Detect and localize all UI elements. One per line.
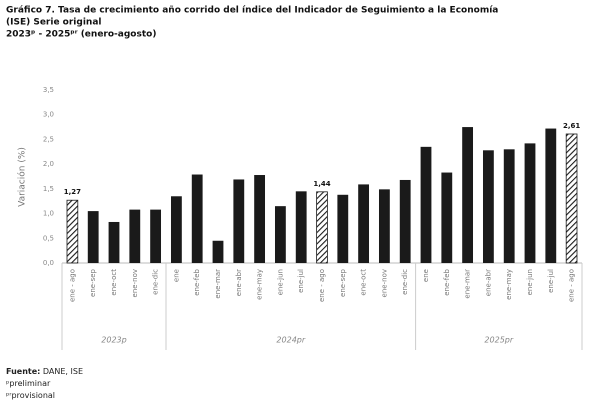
source-text: DANE, ISE xyxy=(42,367,83,376)
x-tick-label: ene-mar xyxy=(464,269,472,299)
bar xyxy=(358,184,370,263)
x-tick-label: ene-jun xyxy=(276,269,284,295)
bar xyxy=(316,191,328,264)
value-label: 1,44 xyxy=(313,180,330,188)
bar xyxy=(565,133,578,264)
bar xyxy=(170,196,182,263)
x-tick-label: ene-feb xyxy=(193,268,201,295)
group-label: 2023p xyxy=(101,336,126,345)
x-tick-label: ene-jun xyxy=(526,269,534,295)
value-label: 2,61 xyxy=(563,122,580,130)
x-tick-label: ene-sep xyxy=(339,268,347,297)
note: ᵖʳprovisional xyxy=(6,391,56,400)
bar xyxy=(150,209,162,263)
y-tick-label: 3,5 xyxy=(43,86,54,94)
x-tick-label: ene - ago xyxy=(568,269,576,302)
x-tick-label: ene-mar xyxy=(214,269,222,299)
bar xyxy=(212,240,224,263)
group-label: 2024pr xyxy=(276,336,305,345)
bar xyxy=(274,206,286,263)
bar xyxy=(254,175,266,263)
y-tick-label: 2,5 xyxy=(43,135,54,143)
y-tick-label: 1,5 xyxy=(43,185,54,193)
y-tick-label: 0,5 xyxy=(43,234,54,242)
chart-title: Gráfico 7. Tasa de crecimiento año corri… xyxy=(6,6,498,16)
bar xyxy=(482,150,494,263)
bar xyxy=(524,143,536,263)
bar xyxy=(295,191,307,263)
y-tick-label: 0,0 xyxy=(43,259,54,267)
x-tick-label: ene-feb xyxy=(443,268,451,295)
note: ᵖpreliminar xyxy=(6,379,51,388)
x-tick-label: ene xyxy=(422,269,430,282)
bar xyxy=(66,199,79,264)
x-tick-label: ene - ago xyxy=(68,269,76,302)
bar xyxy=(233,179,245,263)
bar xyxy=(420,146,432,263)
x-tick-label: ene-jul xyxy=(297,269,305,293)
x-tick-label: ene-abr xyxy=(235,269,243,296)
y-tick-label: 2,0 xyxy=(43,160,54,168)
x-tick-label: ene xyxy=(172,269,180,282)
bar xyxy=(108,221,120,263)
y-tick-label: 3,0 xyxy=(43,111,54,119)
bar xyxy=(337,194,349,263)
x-tick-label: ene-jul xyxy=(547,269,555,293)
x-tick-label: ene-sep xyxy=(89,268,97,297)
bar xyxy=(191,174,203,263)
y-tick-label: 1,0 xyxy=(43,210,54,218)
source: Fuente: DANE, ISE xyxy=(6,366,83,377)
bar xyxy=(503,149,515,263)
source-label: Fuente: xyxy=(6,367,41,376)
group-label: 2025pr xyxy=(484,336,513,345)
x-tick-label: ene-nov xyxy=(131,269,139,297)
x-tick-label: ene - ago xyxy=(318,269,326,302)
bar xyxy=(441,172,453,263)
chart-subtitle: 2023ᵖ - 2025ᵖʳ (enero-agosto) xyxy=(6,30,156,40)
x-tick-label: ene-dic xyxy=(401,269,409,295)
bar xyxy=(545,128,557,263)
x-tick-label: ene-abr xyxy=(484,269,492,296)
chart-title: (ISE) Serie original xyxy=(6,18,101,28)
bar xyxy=(378,189,390,263)
x-tick-label: ene-dic xyxy=(152,269,160,295)
bar xyxy=(399,179,411,263)
bar xyxy=(462,127,474,263)
bar xyxy=(129,209,141,263)
x-tick-label: ene-nov xyxy=(380,269,388,297)
bar xyxy=(87,211,99,263)
x-tick-label: ene-oct xyxy=(360,269,368,296)
value-label: 1,27 xyxy=(64,188,81,196)
y-axis-label: Variación (%) xyxy=(17,147,28,207)
x-tick-label: ene-may xyxy=(256,269,264,300)
x-tick-label: ene-oct xyxy=(110,269,118,296)
x-tick-label: ene-may xyxy=(505,269,513,300)
